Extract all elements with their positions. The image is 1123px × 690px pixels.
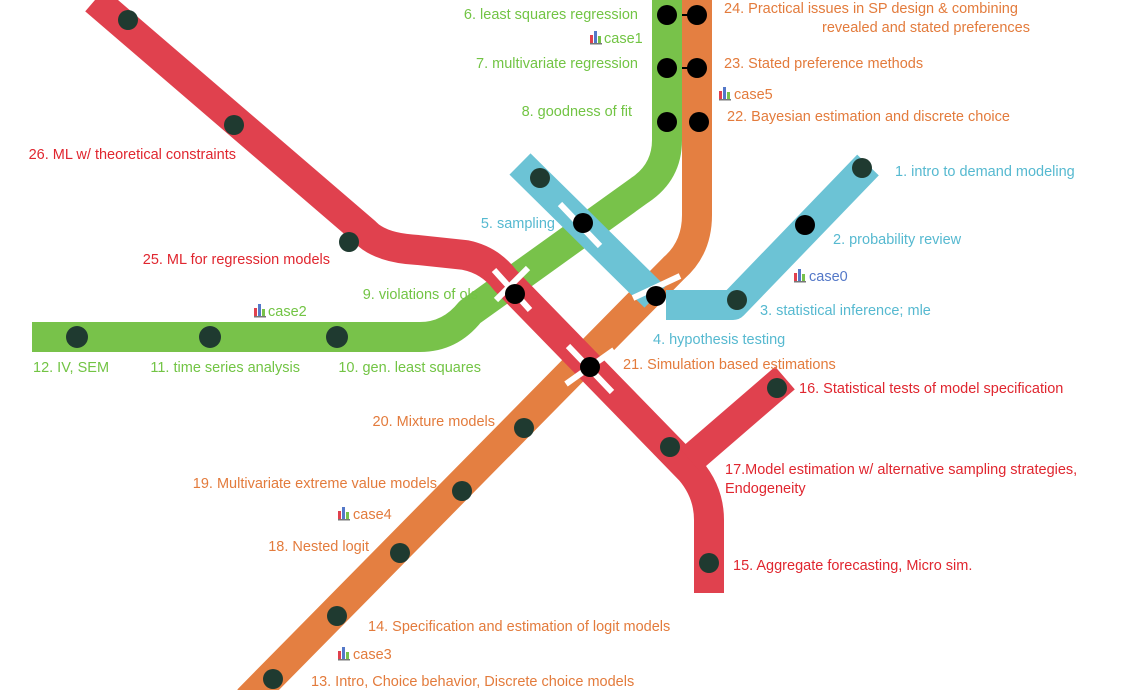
case-link-case3[interactable]: case3 <box>338 647 392 663</box>
station-6[interactable] <box>657 5 677 25</box>
case-link-case4[interactable]: case4 <box>338 507 392 523</box>
station-16[interactable] <box>767 378 787 398</box>
station-1[interactable] <box>852 158 872 178</box>
bar-chart-icon <box>254 304 266 318</box>
label-station-25: 25. ML for regression models <box>143 252 330 268</box>
station-8[interactable] <box>657 112 677 132</box>
label-station-6: 6. least squares regression <box>464 7 638 23</box>
bar-chart-icon <box>719 87 731 101</box>
station-26a[interactable] <box>118 10 138 30</box>
label-station-1: 1. intro to demand modeling <box>895 164 1075 180</box>
label-station-17-line1: 17.Model estimation w/ alternative sampl… <box>725 462 1077 478</box>
station-12[interactable] <box>66 326 88 348</box>
label-station-10: 10. gen. least squares <box>338 360 481 376</box>
label-station-16: 16. Statistical tests of model specifica… <box>799 381 1063 397</box>
label-station-5: 5. sampling <box>481 216 555 232</box>
label-station-21: 21. Simulation based estimations <box>623 357 836 373</box>
station-21[interactable] <box>580 357 600 377</box>
station-15[interactable] <box>699 553 719 573</box>
bar-chart-icon <box>338 647 350 661</box>
station-5b[interactable] <box>530 168 550 188</box>
label-station-14: 14. Specification and estimation of logi… <box>368 619 670 635</box>
station-11[interactable] <box>199 326 221 348</box>
label-station-24-line2: revealed and stated preferences <box>822 20 1030 36</box>
station-17[interactable] <box>660 437 680 457</box>
station-22[interactable] <box>689 112 709 132</box>
crossing-gap-red-green <box>493 265 531 303</box>
case-label: case4 <box>353 507 392 523</box>
label-station-26: 26. ML w/ theoretical constraints <box>29 147 236 163</box>
case-label: case0 <box>809 269 848 285</box>
station-24[interactable] <box>687 5 707 25</box>
label-station-17-line2: Endogeneity <box>725 481 806 497</box>
case-label: case3 <box>353 647 392 663</box>
station-2[interactable] <box>795 215 815 235</box>
station-26[interactable] <box>224 115 244 135</box>
green-line <box>32 0 682 352</box>
case-link-case0[interactable]: case0 <box>794 269 848 285</box>
label-station-19: 19. Multivariate extreme value models <box>193 476 437 492</box>
label-station-23: 23. Stated preference methods <box>724 56 923 72</box>
station-10[interactable] <box>326 326 348 348</box>
station-18[interactable] <box>390 543 410 563</box>
label-station-12: 12. IV, SEM <box>33 360 109 376</box>
orange-line <box>237 0 712 690</box>
label-station-4: 4. hypothesis testing <box>653 332 785 348</box>
label-station-8: 8. goodness of fit <box>522 104 632 120</box>
label-station-22: 22. Bayesian estimation and discrete cho… <box>727 109 1010 125</box>
label-station-18: 18. Nested logit <box>268 539 369 555</box>
label-station-9: 9. violations of ols <box>363 287 478 303</box>
station-5[interactable] <box>573 213 593 233</box>
label-station-2: 2. probability review <box>833 232 962 248</box>
station-9[interactable] <box>505 284 525 304</box>
station-20[interactable] <box>514 418 534 438</box>
case-label: case1 <box>604 31 643 47</box>
bar-chart-icon <box>590 31 602 45</box>
red-line-main <box>85 0 724 593</box>
label-station-7: 7. multivariate regression <box>476 56 638 72</box>
station-7[interactable] <box>657 58 677 78</box>
case-label: case5 <box>734 87 773 103</box>
station-23[interactable] <box>687 58 707 78</box>
label-station-24-line1: 24. Practical issues in SP design & comb… <box>724 1 1018 17</box>
station-25[interactable] <box>339 232 359 252</box>
station-4[interactable] <box>646 286 666 306</box>
case-link-case1[interactable]: case1 <box>590 31 643 47</box>
label-station-20: 20. Mixture models <box>373 414 496 430</box>
case-label: case2 <box>268 304 307 320</box>
label-station-11: 11. time series analysis <box>150 360 300 376</box>
bar-chart-icon <box>338 507 350 521</box>
label-station-13: 13. Intro, Choice behavior, Discrete cho… <box>311 674 634 690</box>
station-13[interactable] <box>263 669 283 689</box>
label-station-3: 3. statistical inference; mle <box>760 303 931 319</box>
station-14[interactable] <box>327 606 347 626</box>
station-3[interactable] <box>727 290 747 310</box>
label-station-15: 15. Aggregate forecasting, Micro sim. <box>733 558 972 574</box>
bar-chart-icon <box>794 269 806 283</box>
case-link-case2[interactable]: case2 <box>254 304 307 320</box>
case-link-case5[interactable]: case5 <box>719 87 773 103</box>
station-19[interactable] <box>452 481 472 501</box>
